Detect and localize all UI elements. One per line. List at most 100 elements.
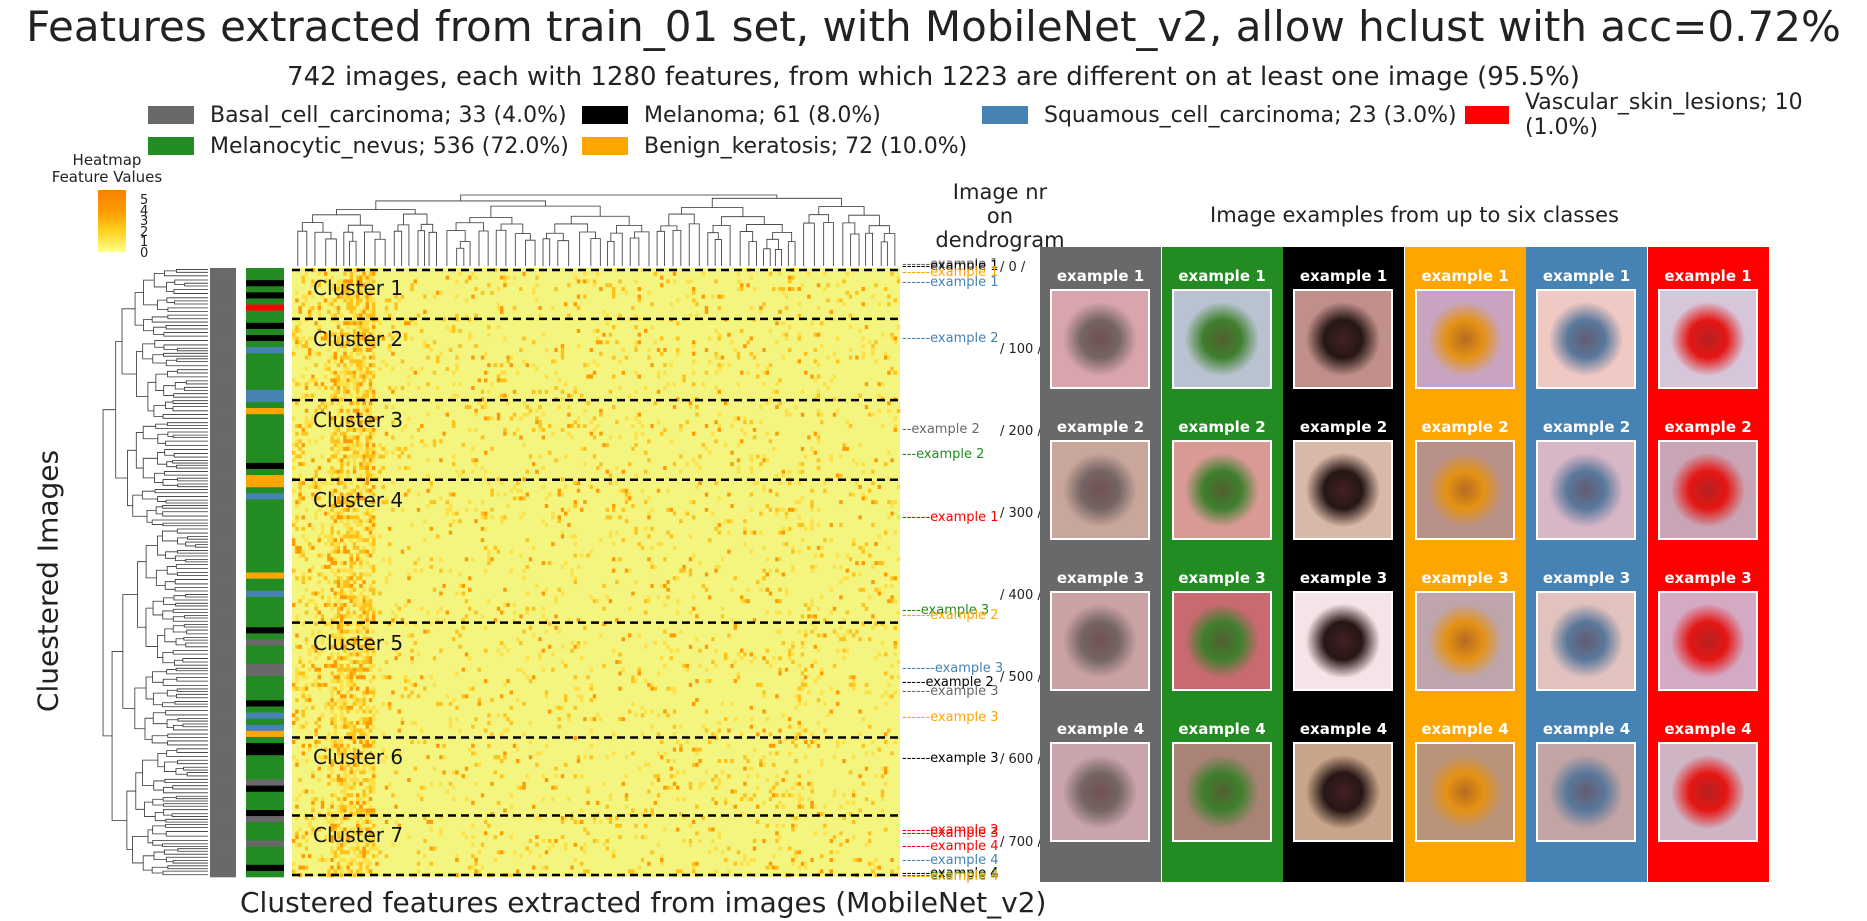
heatmap-cell <box>551 306 555 311</box>
heatmap-cell <box>340 618 344 623</box>
heatmap-cell <box>343 789 347 794</box>
heatmap-cell <box>362 720 366 725</box>
heatmap-cell <box>308 290 312 295</box>
heatmap-cell <box>522 477 526 482</box>
heatmap-cell <box>893 652 897 657</box>
heatmap-cell <box>333 519 337 524</box>
heatmap-cell <box>573 481 577 486</box>
heatmap-cell <box>359 823 363 828</box>
example-title: example 4 <box>1299 720 1388 738</box>
heatmap-cell <box>349 599 353 604</box>
heatmap-cell <box>356 519 360 524</box>
heatmap-cell <box>519 416 523 421</box>
heatmap-cell <box>349 652 353 657</box>
dendrogram-link <box>157 634 165 658</box>
heatmap-cell <box>448 328 453 333</box>
dendrogram-link <box>174 659 208 666</box>
heatmap-cell <box>676 397 680 402</box>
heatmap-cell <box>362 709 366 714</box>
heatmap-cell <box>304 416 309 421</box>
heatmap-cell <box>384 785 389 790</box>
heatmap-cell <box>669 534 673 539</box>
heatmap-cell <box>682 378 686 383</box>
heatmap-cell <box>743 431 747 436</box>
heatmap-cell <box>685 511 689 516</box>
heatmap-cell <box>672 545 677 550</box>
dendrogram-link <box>164 778 208 784</box>
heatmap-cell <box>352 321 357 326</box>
heatmap-cell <box>365 473 369 478</box>
heatmap-cell <box>349 374 353 379</box>
heatmap-cell <box>496 606 501 611</box>
dendrogram-link <box>154 340 208 348</box>
heatmap-cell <box>698 561 702 566</box>
heatmap-cell <box>429 484 433 489</box>
dendrogram-link <box>157 535 166 556</box>
heatmap-cell <box>298 656 302 661</box>
heatmap-cell <box>759 405 763 410</box>
heatmap-cell <box>714 785 718 790</box>
heatmap-cell <box>810 500 814 505</box>
heatmap-cell <box>378 332 382 337</box>
heatmap-cell <box>308 545 312 550</box>
heatmap-cell <box>391 366 395 371</box>
heatmap-cell <box>666 530 670 535</box>
class-bar-cell <box>210 493 236 500</box>
heatmap-cell <box>608 797 613 802</box>
heatmap-cell <box>541 427 545 432</box>
heatmap-cell <box>365 526 369 531</box>
heatmap-cell <box>372 778 376 783</box>
heatmap-cell <box>346 306 350 311</box>
heatmap-cell <box>327 309 331 314</box>
heatmap-cell <box>666 595 670 600</box>
heatmap-cell <box>512 306 517 311</box>
heatmap-cell <box>800 523 805 528</box>
heatmap-cell <box>669 766 673 771</box>
heatmap-cell <box>343 641 347 646</box>
heatmap-cell <box>532 633 536 638</box>
heatmap-cell <box>413 568 417 573</box>
heatmap-cell <box>336 542 341 547</box>
heatmap-cell <box>368 469 373 474</box>
heatmap-cell <box>292 682 296 687</box>
heatmap-cell <box>359 705 363 710</box>
heatmap-cell <box>359 279 363 284</box>
heatmap-cell <box>496 412 501 417</box>
heatmap-cell <box>362 306 366 311</box>
heatmap-cell <box>573 542 577 547</box>
heatmap-cell <box>365 819 369 824</box>
heatmap-cell <box>317 591 321 596</box>
heatmap-cell <box>781 321 785 326</box>
heatmap-cell <box>362 827 366 832</box>
heatmap-cell <box>538 816 542 821</box>
heatmap-cell <box>461 625 465 630</box>
heatmap-cell <box>644 679 648 684</box>
heatmap-cell <box>340 705 344 710</box>
heatmap-cell <box>592 838 597 843</box>
heatmap-cell <box>695 679 699 684</box>
heatmap-cell <box>368 382 373 387</box>
heatmap-cell <box>301 427 305 432</box>
heatmap-cell <box>567 507 571 512</box>
heatmap-cell <box>560 355 565 360</box>
heatmap-cell <box>330 439 334 444</box>
heatmap-cell <box>548 561 552 566</box>
class-bar-cell <box>246 310 284 318</box>
heatmap-cell <box>480 435 485 440</box>
heatmap-cell <box>381 465 385 470</box>
heatmap-cell <box>330 587 334 592</box>
heatmap-cell <box>356 389 360 394</box>
heatmap-cell <box>576 641 581 646</box>
heatmap-cell <box>452 420 456 425</box>
heatmap-cell <box>359 865 363 870</box>
heatmap-cell <box>496 755 501 760</box>
heatmap-cell <box>368 534 373 539</box>
heatmap-cell <box>688 610 693 615</box>
heatmap-cell <box>343 393 347 398</box>
heatmap-cell <box>564 484 568 489</box>
heatmap-cell <box>768 751 773 756</box>
heatmap-cell <box>839 473 843 478</box>
dendrogram-link <box>746 224 783 233</box>
heatmap-cell <box>778 481 782 486</box>
heatmap-cell <box>896 675 901 680</box>
